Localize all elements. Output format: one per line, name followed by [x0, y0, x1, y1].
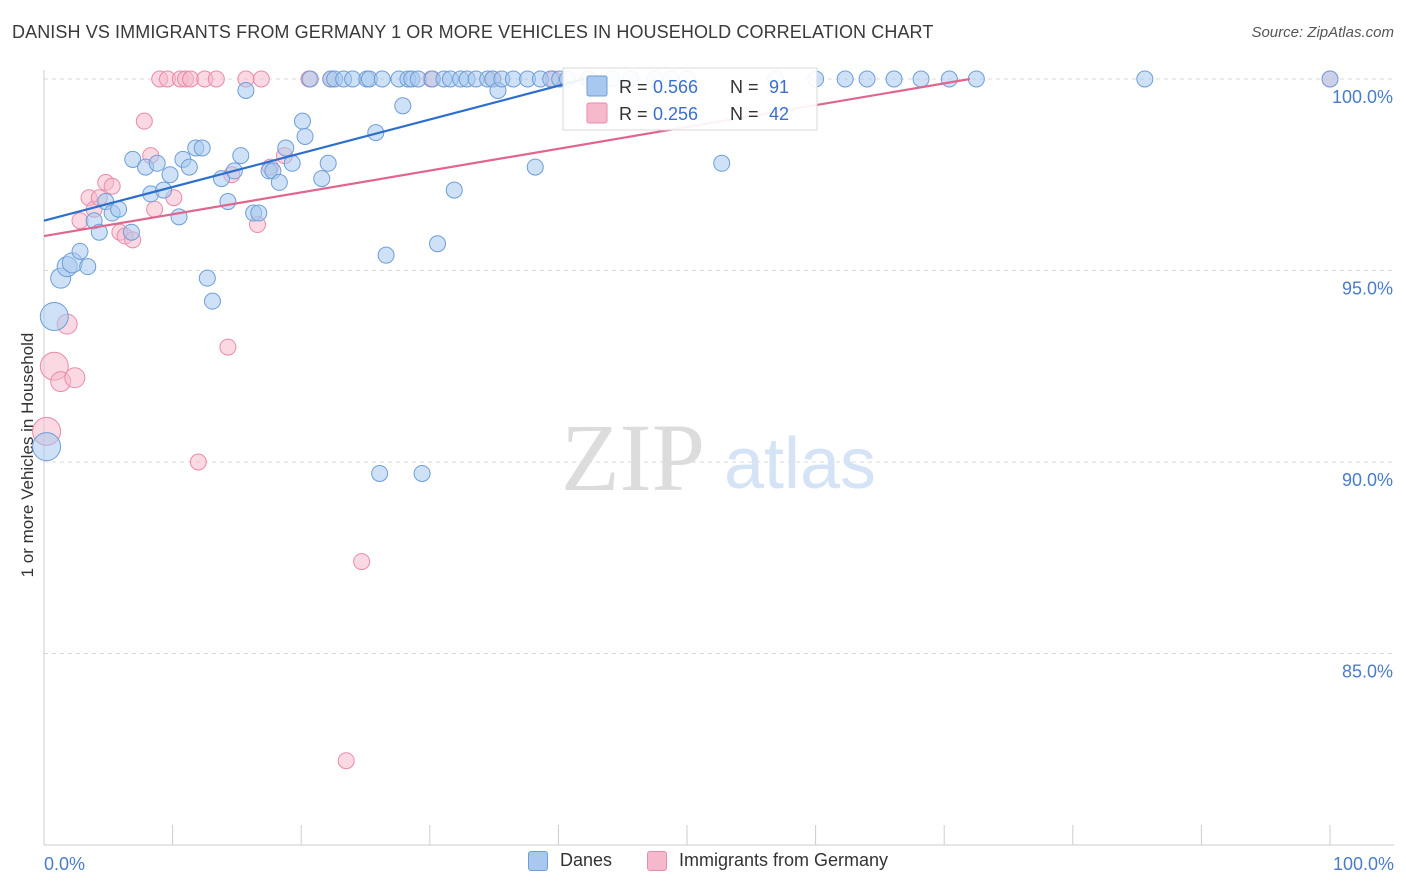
danes-point	[1321, 70, 1339, 88]
danes-point	[319, 154, 337, 172]
legend-swatch-danes	[528, 850, 548, 871]
watermark-atlas: atlas	[724, 424, 876, 504]
danes-point	[237, 81, 255, 99]
danes-point	[409, 70, 427, 88]
danes-point	[161, 166, 179, 184]
stats-pink-n-value: 42	[769, 104, 789, 124]
danes-point	[885, 70, 903, 88]
danes-point	[394, 97, 412, 115]
immigrants-germany-point	[189, 453, 207, 471]
y-tick-label: 100.0%	[1332, 87, 1393, 107]
danes-point	[296, 127, 314, 145]
legend: Danes Immigrants from Germany	[0, 850, 1406, 880]
danes-point	[79, 258, 97, 276]
danes-point	[373, 70, 391, 88]
danes-point	[313, 170, 331, 188]
danes-point	[377, 246, 395, 264]
danes-point	[232, 147, 250, 165]
danes-point	[293, 112, 311, 130]
danes-point	[250, 204, 268, 222]
immigrants-germany-point	[337, 752, 355, 770]
watermark: ZIP atlas	[561, 404, 876, 511]
danes-point	[122, 223, 140, 241]
danes-point	[148, 154, 166, 172]
stats-swatch-blue	[586, 75, 608, 97]
stats-pink-r-value: 0.256	[653, 104, 698, 124]
stats-blue-r-label: R =	[619, 77, 648, 97]
watermark-zip: ZIP	[561, 404, 705, 511]
y-tick-label: 95.0%	[1342, 279, 1393, 299]
danes-point	[32, 432, 62, 462]
danes-point	[277, 139, 295, 157]
danes-point	[193, 139, 211, 157]
y-tick-label: 85.0%	[1342, 662, 1393, 682]
legend-item-immigrants-germany: Immigrants from Germany	[647, 850, 888, 871]
stats-box: R = 0.566 N = 91 R = 0.256 N = 42	[562, 67, 818, 131]
immigrants-germany-point	[353, 553, 371, 571]
danes-point	[940, 70, 958, 88]
blue-points	[32, 70, 1339, 482]
danes-point	[124, 150, 142, 168]
immigrants-germany-point	[146, 200, 164, 218]
x-tick-label-max: 100.0%	[1333, 854, 1394, 874]
legend-swatch-immigrants-germany	[647, 850, 667, 871]
stats-pink-r-label: R =	[619, 104, 648, 124]
danes-point	[71, 242, 89, 260]
y-axis-label: 1 or more Vehicles in Household	[18, 333, 37, 578]
danes-point	[429, 235, 447, 253]
danes-point	[180, 158, 198, 176]
legend-label-immigrants-germany: Immigrants from Germany	[679, 850, 889, 870]
danes-point	[371, 464, 389, 482]
immigrants-germany-point	[207, 70, 225, 88]
immigrants-germany-point	[71, 212, 89, 230]
danes-trend-line	[43, 77, 585, 222]
y-tick-labels: 85.0% 90.0% 95.0% 100.0%	[1332, 87, 1393, 682]
danes-point	[912, 70, 930, 88]
immigrants-germany-point	[182, 70, 200, 88]
danes-point	[1136, 70, 1154, 88]
y-tick-label: 90.0%	[1342, 470, 1393, 490]
immigrants-germany-point	[135, 112, 153, 130]
legend-label-danes: Danes	[560, 850, 613, 870]
legend-item-danes: Danes	[528, 850, 612, 871]
stats-blue-n-label: N =	[730, 77, 759, 97]
danes-point	[39, 301, 69, 331]
x-tick-label-min: 0.0%	[44, 854, 85, 874]
danes-point	[836, 70, 854, 88]
immigrants-germany-point	[64, 367, 86, 389]
danes-point	[198, 269, 216, 287]
axes	[43, 70, 1394, 846]
danes-point	[504, 70, 522, 88]
stats-blue-r-value: 0.566	[653, 77, 698, 97]
immigrants-germany-point	[252, 70, 270, 88]
stats-pink-n-label: N =	[730, 104, 759, 124]
danes-point	[967, 70, 985, 88]
danes-point	[203, 292, 221, 310]
danes-point	[713, 154, 731, 172]
stats-blue-n-value: 91	[769, 77, 789, 97]
source-label: Source: ZipAtlas.com	[1251, 24, 1394, 41]
danes-point	[413, 464, 431, 482]
danes-point	[858, 70, 876, 88]
danes-point	[301, 70, 319, 88]
danes-point	[445, 181, 463, 199]
stats-swatch-pink	[586, 102, 608, 124]
danes-point	[344, 70, 362, 88]
danes-point	[270, 173, 288, 191]
immigrants-germany-point	[219, 338, 237, 356]
x-tick-labels: 0.0% 100.0%	[44, 854, 1394, 874]
immigrants-germany-point	[103, 177, 121, 195]
danes-point	[526, 158, 544, 176]
chart-title: DANISH VS IMMIGRANTS FROM GERMANY 1 OR M…	[12, 22, 934, 42]
danes-point	[219, 193, 237, 211]
